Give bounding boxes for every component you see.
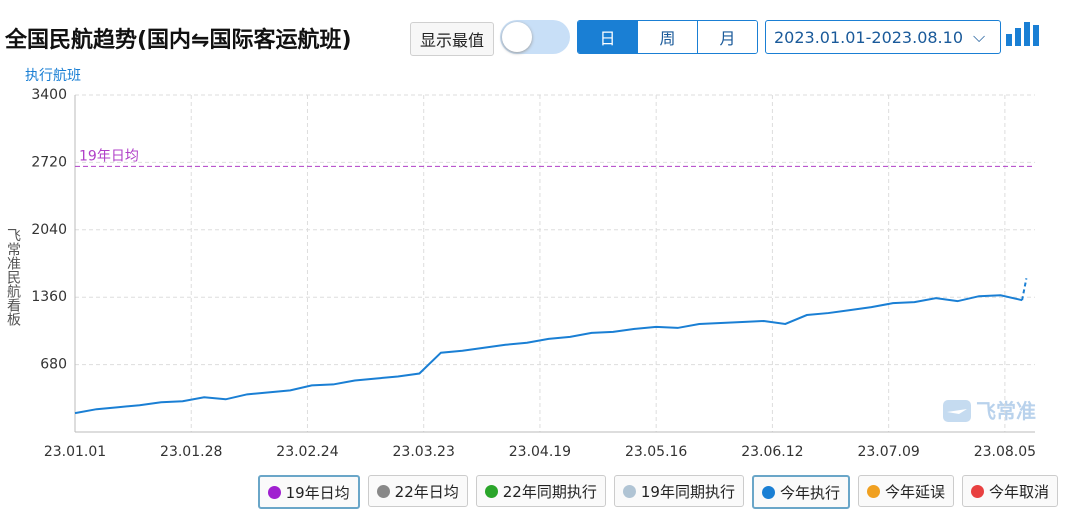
watermark-side: 飞常准民航看板	[5, 228, 21, 326]
legend-label: 19年同期执行	[640, 482, 735, 501]
series-line	[74, 294, 1023, 415]
y-tick-label: 2720	[31, 154, 67, 170]
legend-dot	[484, 484, 498, 498]
period-option[interactable]: 月	[697, 21, 757, 53]
legend-label: 今年取消	[988, 482, 1049, 501]
x-tick-label: 23.02.24	[276, 444, 338, 460]
date-range-text: 2023.01.01-2023.08.10	[774, 27, 963, 47]
date-range[interactable]: 2023.01.01-2023.08.10 ⌵	[765, 20, 1001, 54]
x-tick-label: 23.01.01	[44, 444, 106, 460]
legend-label: 22年同期执行	[502, 482, 597, 501]
legend-item[interactable]: 今年取消	[961, 475, 1058, 507]
legend-dot	[970, 484, 984, 498]
watermark-text: 飞常准	[976, 399, 1036, 423]
extremes-button[interactable]: 显示最值	[410, 22, 494, 56]
legend-item[interactable]: 22年日均	[367, 475, 468, 507]
legend-label: 今年执行	[779, 483, 840, 502]
x-tick-label: 23.08.05	[974, 444, 1036, 460]
x-tick-label: 23.07.09	[857, 444, 919, 460]
x-tick-label: 23.04.19	[509, 444, 571, 460]
legend-dot	[267, 485, 281, 499]
series-line-dashed	[1021, 278, 1028, 301]
legend-label: 今年延误	[884, 482, 945, 501]
period-switch: 日周月	[577, 20, 758, 54]
x-tick-label: 23.06.12	[741, 444, 803, 460]
x-tick-label: 23.01.28	[160, 444, 222, 460]
legend: 19年日均 22年日均 22年同期执行 19年同期执行 今年执行 今年延误 今年取消	[257, 475, 1058, 509]
x-tick-label: 23.03.23	[393, 444, 455, 460]
chart-icon[interactable]	[1005, 20, 1039, 48]
legend-item[interactable]: 19年日均	[257, 475, 360, 509]
chart: 680 1360 2040 2720 3400 23.01.01 23.01.28 23.02…	[31, 87, 1036, 460]
legend-dot	[866, 484, 880, 498]
y-tick-label: 2040	[31, 222, 67, 238]
y-tick-label: 3400	[31, 87, 67, 103]
legend-label: 19年日均	[285, 483, 350, 502]
x-tick-label: 23.05.16	[625, 444, 687, 460]
period-option[interactable]: 日	[578, 21, 637, 53]
y-tick-label: 1360	[31, 289, 67, 305]
legend-item[interactable]: 今年延误	[857, 475, 954, 507]
legend-dot	[761, 485, 775, 499]
period-option[interactable]: 周	[637, 21, 697, 53]
page-title: 全国民航趋势(国内⇋国际客运航班)	[5, 28, 352, 53]
y-axis-title: 执行航班	[25, 68, 81, 84]
toggle[interactable]	[500, 20, 570, 54]
legend-dot	[622, 484, 636, 498]
legend-item[interactable]: 19年同期执行	[613, 475, 744, 507]
legend-item[interactable]: 今年执行	[751, 475, 850, 509]
legend-label: 22年日均	[394, 482, 459, 501]
reference-label: 19年日均	[79, 148, 139, 164]
y-tick-label: 680	[40, 357, 67, 373]
legend-item[interactable]: 22年同期执行	[475, 475, 606, 507]
legend-dot	[376, 484, 390, 498]
watermark-logo: 飞常准	[942, 395, 1036, 424]
